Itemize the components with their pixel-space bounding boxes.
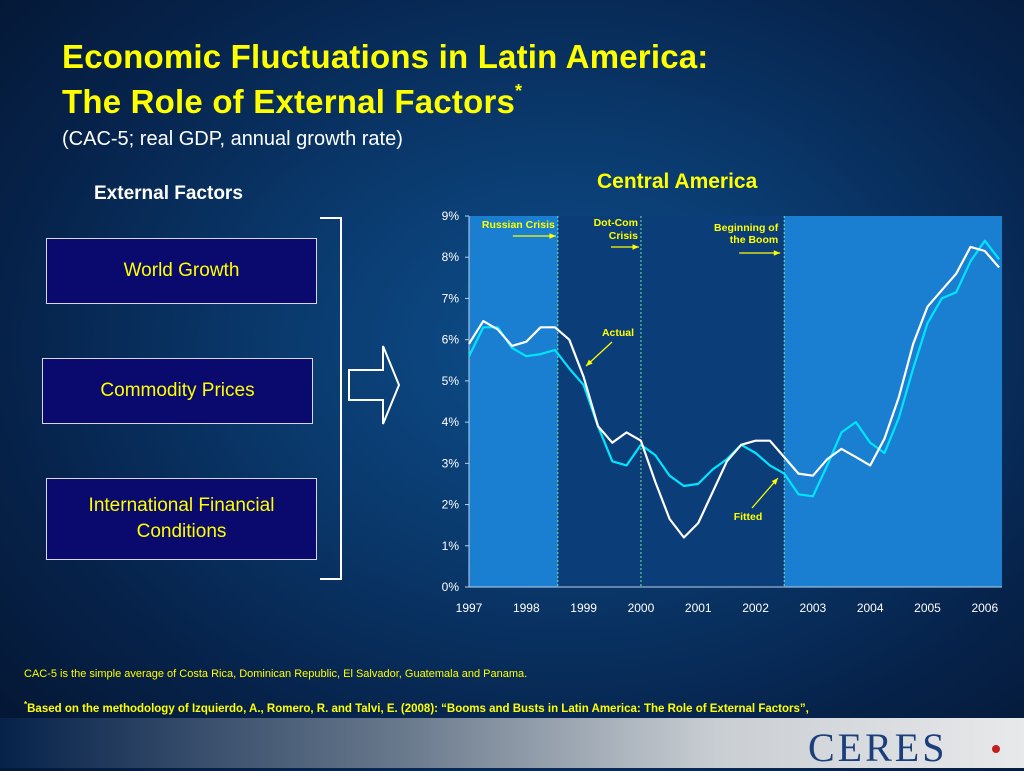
event-label-boom-line2: the Boom xyxy=(730,234,778,246)
x-tick-label: 1997 xyxy=(456,601,483,615)
shaded-region xyxy=(469,216,558,587)
x-tick-label: 2004 xyxy=(857,601,884,615)
page-title: Economic Fluctuations in Latin America: … xyxy=(62,38,709,121)
cac5-note: CAC-5 is the simple average of Costa Ric… xyxy=(24,668,528,680)
footnote-mark: * xyxy=(24,700,28,709)
factor-commodity-prices: Commodity Prices xyxy=(42,358,313,424)
x-tick-label: 1998 xyxy=(513,601,540,615)
page-subtitle: (CAC-5; real GDP, annual growth rate) xyxy=(62,128,403,150)
x-tick-label: 2002 xyxy=(742,601,769,615)
fitted-arrow xyxy=(751,477,779,509)
dot-com-arrow-head xyxy=(632,244,639,250)
y-tick-label: 1% xyxy=(442,539,460,553)
y-tick-label: 6% xyxy=(442,333,460,347)
annotation-fitted: Fitted xyxy=(734,511,763,523)
x-tick-label: 2006 xyxy=(971,601,998,615)
y-tick-label: 8% xyxy=(442,250,460,264)
title-line-1: Economic Fluctuations in Latin America: xyxy=(62,38,709,75)
actual-arrow-head xyxy=(586,359,593,366)
factor-international-financial-conditions: International Financial Conditions xyxy=(46,478,317,560)
bracket xyxy=(320,217,342,580)
y-tick-label: 2% xyxy=(442,498,460,512)
x-tick-label: 2003 xyxy=(800,601,827,615)
x-tick-label: 2005 xyxy=(914,601,941,615)
y-tick-label: 7% xyxy=(442,291,460,305)
bottom-band xyxy=(0,718,1024,768)
title-footnote-mark: * xyxy=(515,81,523,101)
event-label-boom: Beginning of xyxy=(714,222,779,234)
series-line-fitted xyxy=(468,245,1000,539)
shaded-region xyxy=(784,216,1002,587)
y-tick-label: 5% xyxy=(442,374,460,388)
y-tick-label: 3% xyxy=(442,456,460,470)
y-tick-label: 9% xyxy=(442,209,460,223)
fitted-arrow-head xyxy=(771,478,778,485)
factor-label: World Growth xyxy=(123,260,240,281)
event-label-dot-com: Dot-Com xyxy=(594,217,638,229)
annotation-actual: Actual xyxy=(602,327,634,339)
boom-arrow-head xyxy=(773,250,781,256)
factor-label: International Financial Conditions xyxy=(88,495,275,542)
x-tick-label: 1999 xyxy=(570,601,597,615)
y-tick-label: 0% xyxy=(442,580,460,594)
title-line-2: The Role of External Factors xyxy=(62,83,516,120)
logo-text: CERES xyxy=(808,725,948,770)
right-arrow-icon xyxy=(348,345,401,425)
chart-title: Central America xyxy=(597,170,758,193)
event-label-dot-com-line2: Crisis xyxy=(609,230,638,242)
logo-dot xyxy=(992,745,1000,753)
ceres-logo: CERES xyxy=(808,724,947,771)
x-tick-label: 2001 xyxy=(685,601,712,615)
x-tick-label: 2000 xyxy=(628,601,655,615)
factor-world-growth: World Growth xyxy=(46,238,317,304)
y-tick-label: 4% xyxy=(442,415,460,429)
event-label-russian-crisis: Russian Crisis xyxy=(482,219,555,231)
factor-label: Commodity Prices xyxy=(100,380,255,401)
russian-crisis-arrow-head xyxy=(549,233,556,239)
external-factors-heading: External Factors xyxy=(94,183,243,204)
